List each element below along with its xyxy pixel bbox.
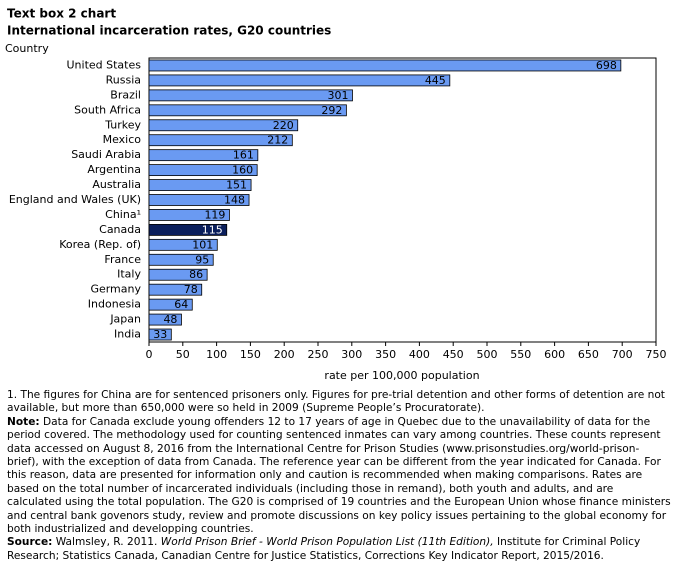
x-tick-label: 600 [544, 348, 565, 361]
y-tick-label: India [114, 328, 141, 341]
y-tick-label: Russia [106, 73, 141, 86]
value-label: 115 [202, 223, 223, 236]
bar [148, 149, 259, 162]
value-label: 78 [184, 283, 198, 296]
y-tick-label: Argentina [87, 163, 141, 176]
y-tick-label: United States [67, 58, 142, 71]
y-tick-label: Saudi Arabia [71, 148, 141, 161]
x-axis-label: rate per 100,000 population [324, 369, 479, 382]
value-label: 301 [327, 89, 348, 102]
footnote: 1. The figures for China are for sentenc… [7, 389, 665, 415]
bar [148, 209, 230, 221]
chart-title: Text box 2 chart [7, 7, 116, 21]
y-tick-label: Brazil [110, 88, 141, 101]
note-label: Note: [7, 415, 40, 428]
x-tick-label: 250 [308, 348, 329, 361]
y-tick-label: Italy [117, 268, 141, 281]
y-tick-label: Mexico [103, 133, 142, 146]
y-tick-label: China¹ [105, 208, 141, 221]
value-label: 64 [174, 298, 188, 311]
x-tick-label: 400 [409, 348, 430, 361]
bar [148, 194, 250, 206]
value-label: 698 [596, 59, 617, 72]
value-label: 161 [233, 149, 254, 162]
x-tick-label: 450 [443, 348, 464, 361]
x-tick-label: 100 [206, 348, 227, 361]
value-label: 151 [226, 179, 247, 192]
x-tick-label: 500 [477, 348, 498, 361]
y-tick-label: South Africa [74, 103, 141, 116]
y-tick-label: England and Wales (UK) [9, 193, 141, 206]
note: Note: Data for Canada exclude young offe… [7, 416, 671, 537]
value-label: 445 [425, 74, 446, 87]
value-label: 148 [224, 194, 245, 207]
value-label: 33 [153, 328, 167, 341]
y-tick-label: Turkey [104, 118, 141, 131]
note-text: Data for Canada exclude young offenders … [7, 415, 671, 536]
bar [148, 253, 214, 266]
bar [148, 268, 208, 281]
chart: Text box 2 chart International incarcera… [5, 7, 667, 383]
value-label: 119 [204, 208, 225, 221]
bar [148, 104, 347, 117]
y-tick-label: France [104, 253, 141, 266]
y-tick-label: Germany [90, 283, 141, 296]
bar [148, 328, 172, 341]
x-tick-label: 650 [578, 348, 599, 361]
x-tick-label: 350 [375, 348, 396, 361]
value-label: 86 [189, 268, 203, 281]
value-label: 160 [232, 164, 253, 177]
bar [148, 134, 293, 147]
bar [148, 238, 218, 251]
source-label: Source: [7, 536, 53, 549]
value-label: 48 [163, 313, 177, 326]
y-tick-label: Japan [109, 313, 141, 326]
bar [148, 179, 252, 191]
x-tick-label: 300 [341, 348, 362, 361]
x-tick-label: 150 [240, 348, 261, 361]
source-start: Walmsley, R. 2011. [55, 536, 158, 549]
bar [148, 313, 182, 326]
y-tick-label: Korea (Rep. of) [59, 238, 141, 251]
bar [148, 119, 299, 132]
chart-subtitle: International incarceration rates, G20 c… [7, 24, 331, 38]
y-axis-label: Country [5, 42, 49, 55]
x-tick-label: 750 [646, 348, 667, 361]
x-tick-label: 0 [146, 348, 153, 361]
bar [148, 164, 258, 177]
y-tick-label: Indonesia [88, 298, 141, 311]
source: Source: Walmsley, R. 2011. World Prison … [7, 536, 671, 563]
notes: 1. The figures for China are for sentenc… [7, 389, 671, 563]
x-tick-label: 200 [274, 348, 295, 361]
bar [148, 89, 353, 102]
value-label: 95 [195, 253, 209, 266]
value-label: 101 [192, 238, 213, 251]
value-label: 212 [267, 134, 288, 147]
x-tick-label: 700 [612, 348, 633, 361]
value-label: 292 [321, 104, 342, 117]
value-label: 220 [273, 119, 294, 132]
source-title: World Prison Brief - World Prison Popula… [160, 536, 494, 549]
bar [148, 298, 193, 311]
bar [148, 74, 451, 87]
bar [148, 283, 203, 296]
y-tick-label: Canada [99, 223, 141, 236]
y-tick-label: Australia [92, 178, 141, 191]
x-tick-label: 550 [510, 348, 531, 361]
bar [148, 59, 622, 72]
x-tick-label: 50 [176, 348, 190, 361]
bar [148, 223, 228, 236]
